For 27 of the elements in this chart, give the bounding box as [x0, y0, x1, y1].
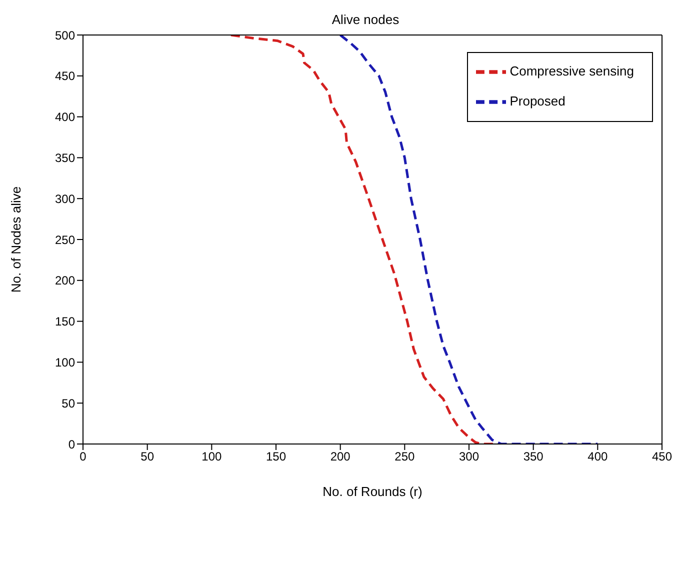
y-tick-label: 150 — [54, 314, 76, 329]
chart-title: Alive nodes — [330, 12, 400, 27]
x-tick-label: 50 — [140, 450, 154, 464]
x-tick-label: 400 — [588, 450, 608, 464]
y-tick-label: 350 — [54, 150, 76, 165]
legend-label: Proposed — [510, 93, 566, 108]
y-tick-label: 450 — [54, 69, 76, 84]
y-tick-label: 400 — [54, 110, 76, 124]
x-tick-label: 150 — [266, 450, 286, 464]
x-tick-label: 100 — [202, 450, 222, 464]
y-tick-label: 0 — [68, 437, 76, 452]
y-axis-title: No. of Nodes alive — [8, 186, 24, 293]
y-tick-label: 500 — [54, 28, 76, 42]
x-tick-label: 200 — [330, 450, 351, 464]
x-tick-label: 450 — [652, 450, 672, 464]
x-tick-label: 0 — [80, 450, 87, 464]
y-tick-label: 100 — [54, 355, 76, 370]
x-tick-label: 300 — [458, 450, 480, 464]
x-tick-label: 250 — [394, 450, 415, 464]
y-tick-label: 200 — [54, 274, 76, 288]
legend-label: Compressive sensing — [510, 63, 634, 78]
x-axis-title: No. of Rounds (r) — [322, 484, 422, 499]
x-tick-label: 350 — [523, 450, 544, 464]
y-tick-label: 50 — [62, 396, 76, 410]
y-tick-label: 250 — [54, 232, 76, 247]
y-tick-label: 300 — [54, 192, 76, 206]
line-series — [230, 35, 496, 444]
